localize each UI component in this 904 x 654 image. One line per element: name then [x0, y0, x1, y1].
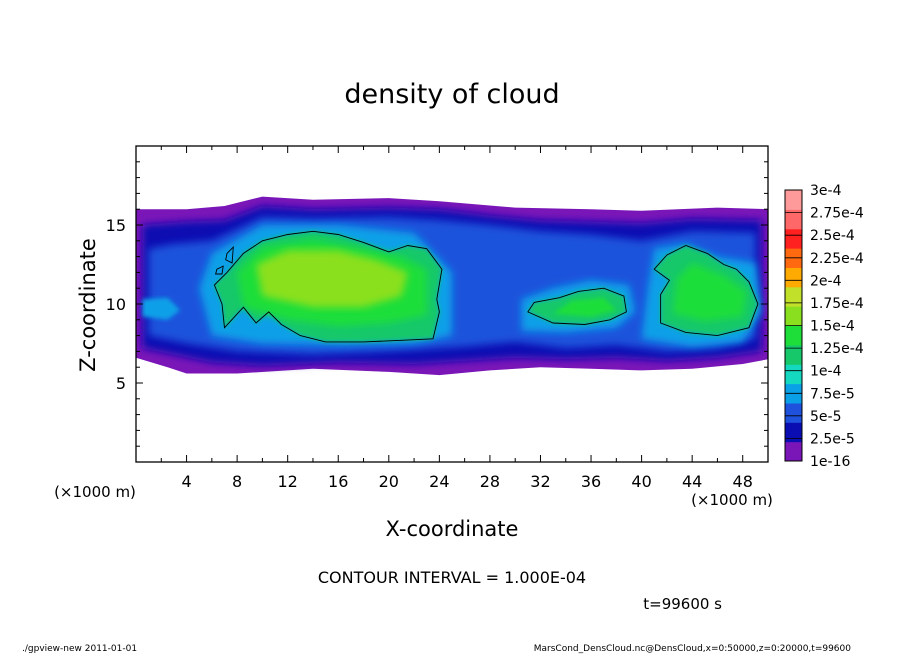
contour-line-main [213, 230, 443, 343]
colorbar-label: 3e-4 [810, 183, 842, 199]
colorbar-swatch [785, 306, 802, 326]
x-tick-label: 8 [232, 472, 242, 491]
colorbar-swatch [785, 286, 802, 307]
colorbar-swatch [785, 190, 802, 210]
y-tick-label: 5 [116, 374, 126, 393]
colorbar-swatch [785, 325, 802, 346]
colorbar-label: 1.25e-4 [810, 341, 864, 357]
x-tick-label: 16 [328, 472, 348, 491]
colorbar-label: 1e-16 [810, 454, 850, 470]
colorbar-label: 5e-5 [810, 409, 841, 425]
colorbar-label: 2.75e-4 [810, 206, 864, 222]
cloud-region-main-peak [256, 250, 408, 308]
x-tick-label: 44 [682, 472, 702, 491]
heatmap-field [136, 196, 768, 376]
footer-right: MarsCond_DensCloud.nc@DensCloud,x=0:5000… [534, 644, 851, 654]
x-unit-label: (×1000 m) [54, 483, 136, 501]
colorbar-label: 2e-4 [810, 273, 842, 289]
y-tick-label: 10 [106, 295, 126, 314]
contour-line-right [653, 245, 759, 337]
time-label: t=99600 s [643, 595, 722, 613]
cloud-region-middle-inner [553, 297, 617, 317]
colorbar: 1e-16 2.5e-5 5e-5 7.5e-5 1e-4 1.25e-4 1.5e-4 1.… [784, 183, 864, 470]
colorbar-swatch [785, 422, 802, 443]
x-tick-label: 48 [733, 472, 753, 491]
colorbar-label: 2.5e-4 [810, 228, 855, 244]
colorbar-swatch [785, 364, 802, 385]
colorbar-swatch [785, 402, 802, 423]
colorbar-swatch [785, 267, 802, 288]
x-axis: 4 8 12 16 20 24 28 32 36 40 44 48 [160, 146, 753, 491]
colorbar-label: 1.5e-4 [810, 319, 855, 335]
colorbar-label: 7.5e-5 [810, 386, 855, 402]
cloud-region-right-inner [673, 262, 747, 322]
colorbar-swatch [785, 441, 802, 462]
cloud-region-left-blob [142, 297, 181, 320]
x-tick-label: 32 [530, 472, 550, 491]
x-tick-label: 12 [278, 472, 298, 491]
x-tick-label: 28 [480, 472, 500, 491]
colorbar-label: 1e-4 [810, 364, 842, 380]
x-axis-label: X-coordinate [386, 517, 519, 541]
x-tick-label: 36 [581, 472, 601, 491]
contour-line-small-2 [215, 265, 224, 275]
chart-title: density of cloud [344, 79, 559, 110]
contour-interval-text: CONTOUR INTERVAL = 1.000E-04 [318, 568, 586, 587]
y-axis-label: Z-coordinate [76, 238, 100, 372]
colorbar-label: 1.75e-4 [810, 296, 864, 312]
y-axis: 5 10 15 [106, 161, 768, 447]
x-unit-label-right: (×1000 m) [691, 491, 773, 509]
colorbar-swatch [785, 344, 802, 365]
footer-left: ./gpview-new 2011-01-01 [22, 644, 137, 654]
colorbar-label: 2.25e-4 [810, 251, 864, 267]
y-tick-label: 15 [106, 216, 126, 235]
x-tick-label: 24 [429, 472, 449, 491]
contour-line-middle [527, 287, 627, 325]
colorbar-label: 2.5e-5 [810, 431, 855, 447]
colorbar-swatch [785, 228, 802, 249]
x-tick-label: 20 [379, 472, 399, 491]
colorbar-swatch [785, 209, 802, 230]
contour-line-small-1 [225, 245, 234, 264]
x-tick-label: 40 [631, 472, 651, 491]
x-tick-label: 4 [181, 472, 191, 491]
